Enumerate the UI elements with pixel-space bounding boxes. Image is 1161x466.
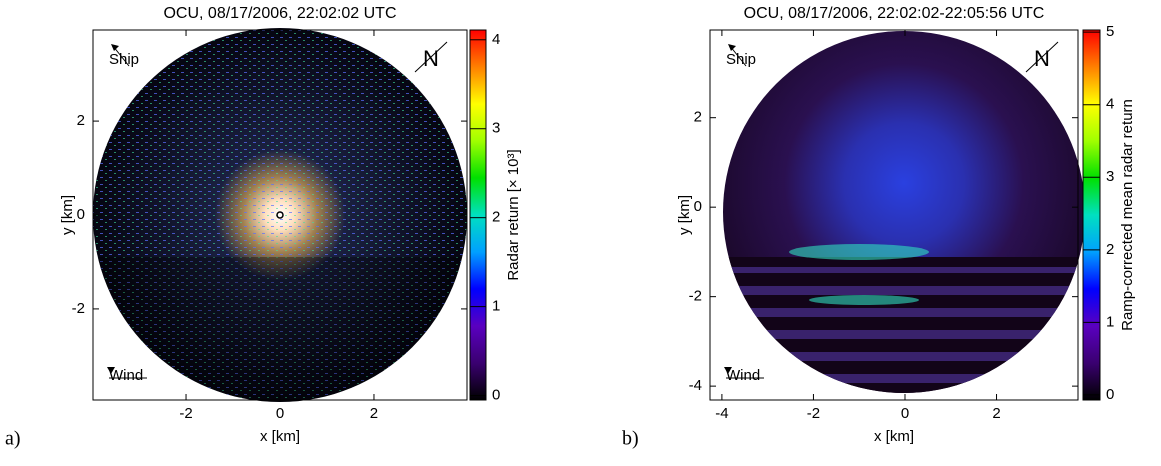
colorbar-tick-label: 2	[1106, 241, 1114, 258]
y-axis-label: y [km]	[676, 195, 693, 235]
annotation-ship: Ship	[726, 51, 756, 68]
north-arrow	[414, 41, 448, 73]
colorbar-tick-label: 3	[492, 120, 500, 137]
y-tick-label: -2	[72, 300, 85, 317]
panel-label: b)	[622, 428, 639, 450]
north-arrow	[1025, 41, 1059, 73]
bright-band	[809, 295, 919, 305]
wind-arrowhead	[724, 367, 732, 374]
annotation-north: N	[423, 46, 439, 71]
colorbar-tick-label: 1	[492, 298, 500, 315]
y-axis-label: y [km]	[59, 195, 76, 235]
annotation-wind: Wind	[109, 367, 143, 384]
x-tick-label: 2	[370, 405, 378, 422]
chart-title: OCU, 08/17/2006, 22:02:02-22:05:56 UTC	[744, 5, 1045, 22]
colorbar-tick-label: 3	[1106, 168, 1114, 185]
x-tick-label: -4	[715, 405, 728, 422]
annotation-north: N	[1034, 46, 1050, 71]
x-tick-label: 0	[901, 405, 909, 422]
colorbar-tick-label: 0	[492, 387, 500, 404]
x-axis-label: x [km]	[260, 428, 300, 445]
panel-label: a)	[5, 428, 21, 450]
bright-band	[789, 244, 929, 260]
colorbar-tick-label: 0	[1106, 386, 1114, 403]
plot-frame	[709, 29, 1079, 401]
x-tick-label: 2	[992, 405, 1000, 422]
y-tick-label: 0	[694, 198, 702, 215]
y-tick-label: 2	[77, 112, 85, 129]
annotation-wind: Wind	[726, 367, 760, 384]
wind-arrowhead	[107, 367, 115, 374]
ship-arrowhead	[111, 44, 119, 51]
x-tick-label: -2	[179, 405, 192, 422]
y-tick-label: 0	[77, 206, 85, 223]
colorbar-tick-label: 5	[1106, 23, 1114, 40]
colorbar-label: Ramp-corrected mean radar return	[1119, 99, 1136, 331]
x-tick-label: -2	[807, 405, 820, 422]
speckle	[93, 30, 467, 400]
colorbar-tick-label: 1	[1106, 313, 1114, 330]
colorbar	[1082, 29, 1101, 401]
x-axis-label: x [km]	[874, 428, 914, 445]
colorbar	[469, 29, 487, 401]
origin-mark	[276, 211, 284, 219]
y-tick-label: -4	[689, 377, 702, 394]
colorbar-label: Radar return [× 10³]	[505, 149, 522, 280]
colorbar-tick-label: 4	[492, 31, 500, 48]
ship-arrow	[729, 45, 747, 67]
colorbar-tick-label: 4	[1106, 96, 1114, 113]
ship-arrowhead	[728, 44, 736, 51]
annotation-ship: Ship	[109, 51, 139, 68]
y-tick-label: 2	[694, 109, 702, 126]
colorbar-tick-label: 2	[492, 209, 500, 226]
chart-title: OCU, 08/17/2006, 22:02:02 UTC	[163, 5, 396, 22]
y-tick-label: -2	[689, 288, 702, 305]
x-tick-label: 0	[276, 405, 284, 422]
